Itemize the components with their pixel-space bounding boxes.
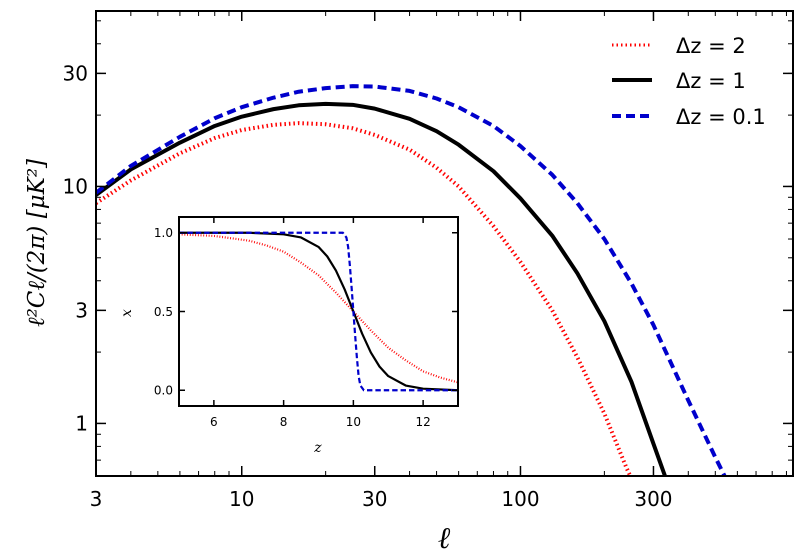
main-y-tick-label: 3 — [75, 299, 88, 323]
inset-x-tick-label: 6 — [210, 415, 218, 429]
legend-label-dz-2: Δz = 2 — [676, 34, 746, 58]
main-x-tick-label: 300 — [634, 487, 672, 511]
inset-background — [179, 217, 458, 406]
main-series-line-z-0-1 — [96, 84, 727, 476]
main-series-line-z-2 — [96, 121, 633, 476]
legend: Δz = 2 Δz = 1 Δz = 0.1 — [612, 34, 766, 129]
inset-series-line-z-2 — [179, 233, 458, 384]
main-x-tick-label: 100 — [501, 487, 539, 511]
inset-chart: 6 8 10 12 0.0 0.5 1.0 z x — [119, 216, 459, 456]
main-y-tick-label: 1 — [75, 412, 88, 436]
inset-y-tick-label: 0.0 — [154, 384, 173, 398]
main-y-axis-label: ℓ²Cℓ/(2π) [μK²] — [24, 159, 50, 327]
main-x-tick-label: 30 — [362, 487, 387, 511]
inset-x-tick-label: 10 — [346, 415, 361, 429]
inset-plot-frame — [178, 216, 459, 407]
inset-x-tick-label: 12 — [415, 415, 430, 429]
legend-label-dz-0-1: Δz = 0.1 — [676, 105, 766, 129]
inset-y-tick-label: 1.0 — [154, 226, 173, 240]
main-series-line-z-1 — [96, 101, 667, 476]
main-axis-ticks: 3 10 30 100 300 1 3 10 30 — [63, 11, 793, 511]
inset-series-line-z-1 — [179, 231, 458, 392]
main-series-lines — [96, 84, 727, 476]
inset-series-line-z-0-1 — [179, 231, 458, 392]
legend-label-dz-1: Δz = 1 — [676, 69, 746, 93]
inset-series-lines — [179, 231, 458, 392]
inset-y-tick-label: 0.5 — [154, 305, 173, 319]
inset-x-tick-label: 8 — [280, 415, 288, 429]
main-x-tick-label: 3 — [90, 487, 103, 511]
main-x-axis-label: ℓ — [438, 521, 451, 556]
main-y-tick-label: 30 — [63, 62, 88, 86]
main-plot-frame — [95, 10, 794, 477]
main-chart: 3 10 30 100 300 1 3 10 30 ℓ ℓ²Cℓ/(2π) [μK²] — [24, 10, 794, 556]
main-y-tick-label: 10 — [63, 175, 88, 199]
inset-y-axis-label: x — [119, 309, 135, 317]
main-x-tick-label: 10 — [229, 487, 254, 511]
inset-x-axis-label: z — [313, 440, 322, 456]
